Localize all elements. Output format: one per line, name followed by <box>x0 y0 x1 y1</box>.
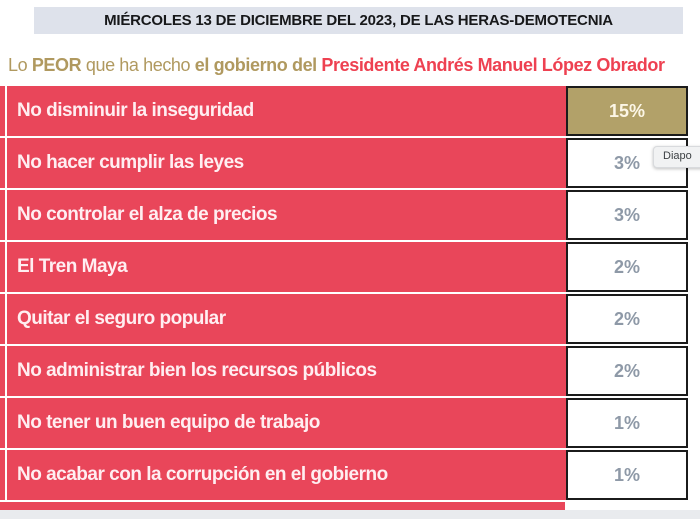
answer-label-cell[interactable]: No disminuir la inseguridad <box>7 86 566 136</box>
percentage-cell[interactable]: 15% <box>566 86 688 136</box>
table-row[interactable]: Quitar el seguro popular 2% <box>0 294 688 344</box>
table-row[interactable]: No administrar bien los recursos público… <box>0 346 688 396</box>
answer-label-cell[interactable]: No acabar con la corrupción en el gobier… <box>7 450 566 500</box>
answer-label-cell[interactable]: No administrar bien los recursos público… <box>7 346 566 396</box>
table-row[interactable]: El Tren Maya 2% <box>0 242 688 292</box>
percentage-cell[interactable]: 1% <box>566 450 688 500</box>
row-edge-strip <box>0 346 5 396</box>
answer-label-cell[interactable]: No controlar el alza de precios <box>7 190 566 240</box>
table-row[interactable]: No disminuir la inseguridad 15% <box>0 86 688 136</box>
percentage-cell[interactable]: 1% <box>566 398 688 448</box>
table-row[interactable]: No tener un buen equipo de trabajo 1% <box>0 398 688 448</box>
percentage-cell[interactable]: 2% <box>566 242 688 292</box>
answer-label-cell[interactable]: No hacer cumplir las leyes <box>7 138 566 188</box>
cropped-next-row-strip <box>0 502 565 510</box>
slide-tooltip: Diapo <box>653 146 700 168</box>
question-title-segment: el gobierno del <box>194 55 322 75</box>
row-edge-strip <box>0 86 5 136</box>
date-source-banner[interactable]: MIÉRCOLES 13 DE DICIEMBRE DEL 2023, DE L… <box>34 7 683 34</box>
canvas-background-strip <box>0 510 700 519</box>
row-edge-strip <box>0 294 5 344</box>
table-row[interactable]: No hacer cumplir las leyes 3% <box>0 138 688 188</box>
table-row[interactable]: No acabar con la corrupción en el gobier… <box>0 450 688 500</box>
table-row[interactable]: No controlar el alza de precios 3% <box>0 190 688 240</box>
answer-label-cell[interactable]: El Tren Maya <box>7 242 566 292</box>
row-edge-strip <box>0 398 5 448</box>
question-title-segment: PEOR <box>31 55 82 75</box>
question-title[interactable]: Lo PEOR que ha hecho el gobierno del Pre… <box>8 53 665 77</box>
answer-label-cell[interactable]: No tener un buen equipo de trabajo <box>7 398 566 448</box>
date-source-banner-text: MIÉRCOLES 13 DE DICIEMBRE DEL 2023, DE L… <box>104 12 613 29</box>
percentage-cell[interactable]: 3% <box>566 190 688 240</box>
row-edge-strip <box>0 242 5 292</box>
row-edge-strip <box>0 190 5 240</box>
question-title-segment: que ha hecho <box>81 55 195 75</box>
row-edge-strip <box>0 138 5 188</box>
row-edge-strip <box>0 450 5 500</box>
question-title-segment: Lo <box>8 55 32 75</box>
answer-label-cell[interactable]: Quitar el seguro popular <box>7 294 566 344</box>
percentage-cell[interactable]: 2% <box>566 346 688 396</box>
poll-results-table: No disminuir la inseguridad 15% No hacer… <box>0 86 688 502</box>
percentage-cell[interactable]: 2% <box>566 294 688 344</box>
question-title-segment: Presidente Andrés Manuel López Obrador <box>321 55 665 75</box>
